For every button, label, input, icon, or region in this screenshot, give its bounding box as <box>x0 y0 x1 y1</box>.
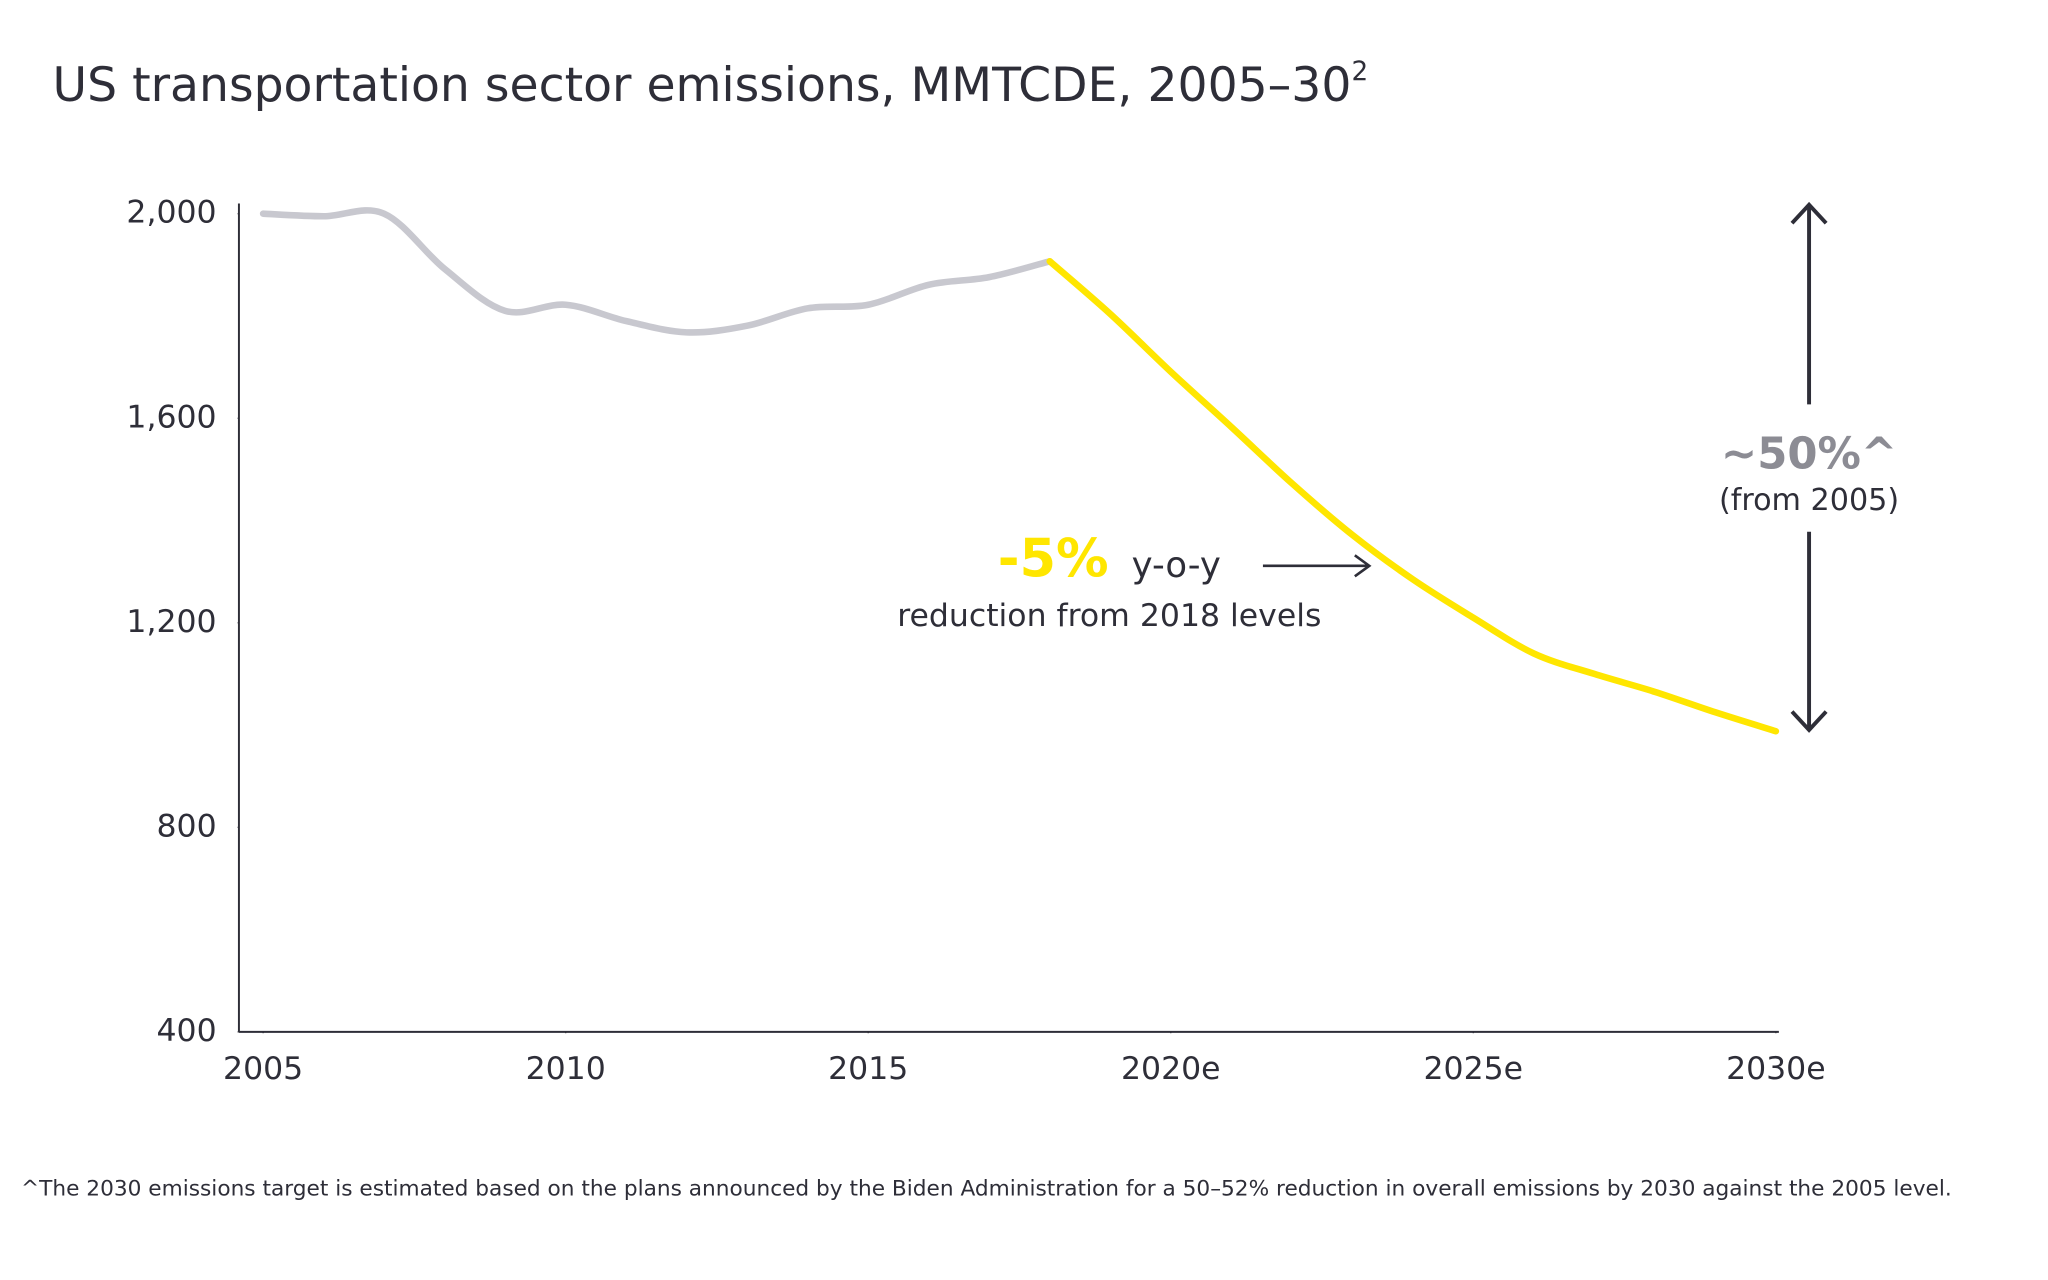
y-tick-label: 800 <box>156 808 216 844</box>
footnote: ^The 2030 emissions target is estimated … <box>21 1176 1952 1201</box>
x-tick-label: 2015 <box>828 1051 908 1087</box>
series-line <box>259 207 1054 336</box>
y-tick-label: 1,600 <box>126 399 216 435</box>
range-arrow-head <box>1790 710 1828 733</box>
y-tick-label: 400 <box>156 1013 216 1049</box>
x-tick-label: 2005 <box>223 1051 303 1087</box>
range-arrow-head <box>1790 201 1828 225</box>
x-tick-label: 2010 <box>526 1051 606 1087</box>
x-tick-label: 2025e <box>1424 1051 1524 1087</box>
yoy-value: -5% <box>998 529 1109 590</box>
yoy-subtext: reduction from 2018 levels <box>897 598 1321 634</box>
title-superscript: 2 <box>1351 57 1368 87</box>
series-line <box>1046 257 1780 735</box>
x-tick-label: 2020e <box>1121 1051 1221 1087</box>
chart-title: US transportation sector emissions, MMTC… <box>53 57 1369 113</box>
target-text: (from 2005) <box>1719 483 1899 518</box>
x-tick-label: 2030e <box>1726 1051 1826 1087</box>
y-tick-label: 1,200 <box>126 604 216 640</box>
title-text: US transportation sector emissions, MMTC… <box>53 58 1352 113</box>
target-value: ~50%^ <box>1721 429 1897 479</box>
yoy-text: y-o-y <box>1132 545 1221 586</box>
annotation-arrow-head <box>1354 554 1372 578</box>
y-tick-label: 2,000 <box>126 195 216 231</box>
